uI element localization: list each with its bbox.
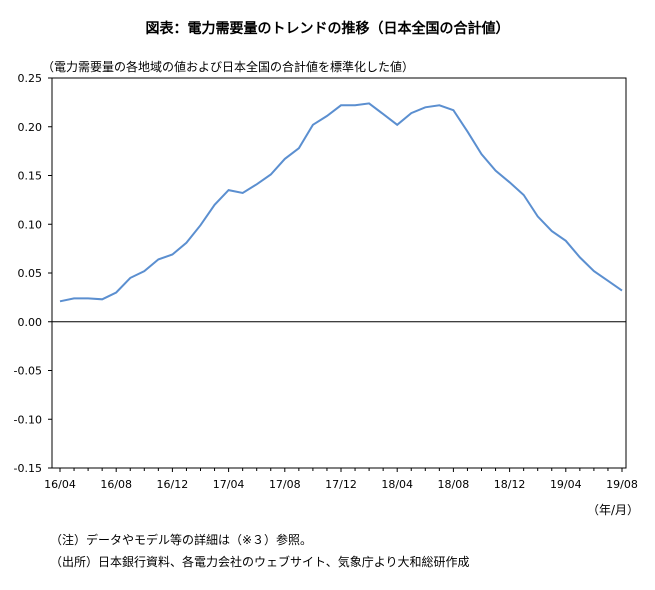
x-tick-label: 19/04 <box>550 478 582 491</box>
x-axis-unit-label: （年/月） <box>586 503 639 517</box>
x-tick-label: 17/04 <box>213 478 245 491</box>
y-tick-label: -0.05 <box>14 365 42 378</box>
footnote-source: （出所）日本銀行資料、各電力会社のウェブサイト、気象庁より大和総研作成 <box>50 555 470 569</box>
y-tick-label: -0.15 <box>14 462 42 475</box>
y-tick-label: 0.05 <box>18 267 43 280</box>
y-tick-label: 0.20 <box>18 121 43 134</box>
x-tick-label: 16/12 <box>157 478 189 491</box>
footnote-note: （注）データやモデル等の詳細は（※３）参照。 <box>50 533 313 547</box>
x-tick-label: 17/08 <box>269 478 301 491</box>
y-tick-label: 0.15 <box>18 170 43 183</box>
x-tick-label: 19/08 <box>606 478 638 491</box>
y-tick-label: -0.10 <box>14 413 42 426</box>
x-tick-label: 18/04 <box>381 478 413 491</box>
chart-subtitle: （電力需要量の各地域の値および日本全国の合計値を標準化した値） <box>42 60 415 74</box>
chart-title: 図表：電力需要量のトレンドの推移（日本全国の合計値） <box>145 21 510 37</box>
x-tick-label: 17/12 <box>325 478 357 491</box>
y-tick-label: 0.10 <box>18 218 43 231</box>
x-tick-label: 18/12 <box>494 478 526 491</box>
x-tick-label: 18/08 <box>438 478 470 491</box>
series-line <box>59 102 623 303</box>
y-axis-ticks: 0.25 0.20 0.15 0.10 0.05 0.00 -0.05 -0.10 -0.15 <box>14 72 52 475</box>
y-tick-label: 0.25 <box>18 72 43 85</box>
y-tick-label: 0.00 <box>18 316 43 329</box>
x-tick-label: 16/08 <box>100 478 132 491</box>
x-tick-label: 16/04 <box>44 478 76 491</box>
x-axis-ticks: 16/04 16/08 16/12 17/04 17/08 17/12 18/04 18/08… <box>44 468 638 491</box>
